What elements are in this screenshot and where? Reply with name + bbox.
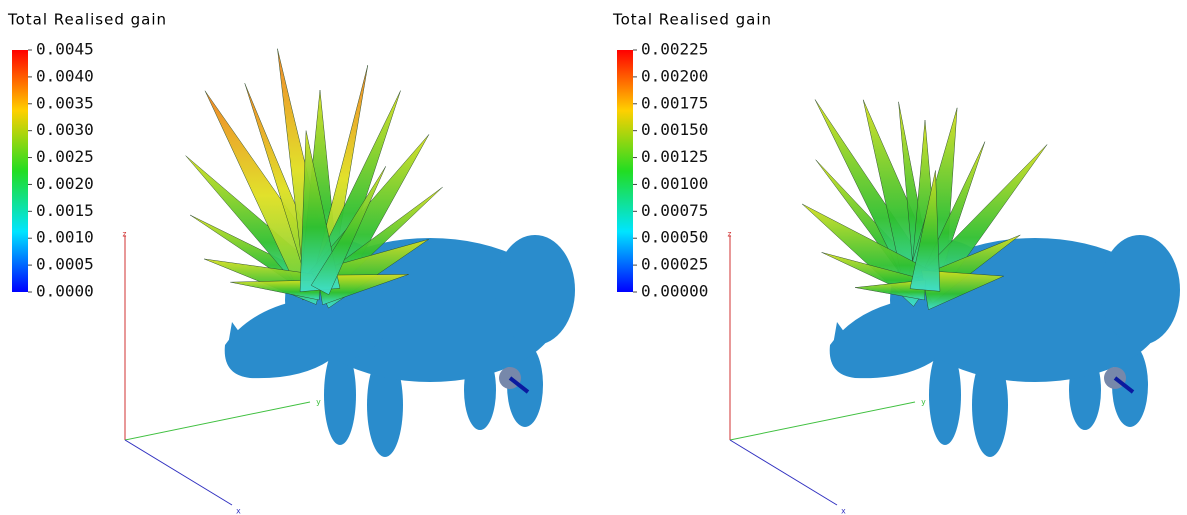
z-axis-label: z [122, 230, 127, 239]
colorbar-tick-label: 0.0000 [36, 282, 94, 301]
colorbar-tick-label: 0.00150 [641, 120, 708, 139]
panel: Total Realised gain 0.0045 0.0040 0.0035 0.0… [7, 11, 575, 515]
rhino-leg [507, 343, 543, 427]
x-axis-label: x [236, 507, 241, 515]
colorbar-tick-label: 0.0015 [36, 201, 94, 220]
colorbar-tick-label: 0.00025 [641, 255, 708, 274]
x-axis-label: x [841, 507, 846, 515]
radiation-spike [310, 166, 386, 296]
rhino-horn [833, 322, 850, 345]
y-axis-label: y [921, 398, 926, 407]
feed-arrow [1113, 376, 1135, 394]
colorbar-tick-label: 0.0010 [36, 228, 94, 247]
colorbar-tick-label: 0.0020 [36, 174, 94, 193]
rhino-rump [495, 235, 575, 345]
colorbar-tick-label: 0.0025 [36, 147, 94, 166]
panel: Total Realised gain 0.00225 0.00200 0.00175… [612, 11, 1180, 515]
x-axis [124, 439, 233, 506]
colorbar [617, 50, 633, 292]
colorbar-tick-label: 0.00200 [641, 66, 708, 85]
colorbar-tick-label: 0.00225 [641, 40, 708, 59]
colorbar-tick-label: 0.00000 [641, 282, 708, 301]
colorbar-tick-label: 0.00050 [641, 228, 708, 247]
rhino-leg [929, 345, 961, 445]
x-axis [729, 439, 838, 506]
colorbar-tick-label: 0.00100 [641, 174, 708, 193]
colorbar-tick-label: 0.0005 [36, 255, 94, 274]
colorbar-tick-label: 0.00175 [641, 93, 708, 112]
colorbar-tick-label: 0.0035 [36, 93, 94, 112]
y-axis [124, 401, 311, 441]
panel-title: Total Realised gain [612, 11, 772, 29]
colorbar-tick-label: 0.0030 [36, 120, 94, 139]
colorbar-tick-label: 0.00125 [641, 147, 708, 166]
rhino-head [829, 300, 935, 379]
colorbar-tick-label: 0.0040 [36, 66, 94, 85]
rhino-leg [324, 345, 356, 445]
rhino-rump [1100, 235, 1180, 345]
colorbar-tick-label: 0.0045 [36, 40, 94, 59]
colorbar [12, 50, 28, 292]
rhino-horn [228, 322, 245, 345]
feed-arrow [508, 376, 530, 394]
rhino-head [224, 300, 330, 379]
z-axis-label: z [727, 230, 732, 239]
y-axis [729, 401, 916, 441]
radiation-spike [909, 170, 941, 292]
rhino-leg [1112, 343, 1148, 427]
colorbar-tick-label: 0.00075 [641, 201, 708, 220]
y-axis-label: y [316, 398, 321, 407]
panel-title: Total Realised gain [7, 11, 167, 29]
